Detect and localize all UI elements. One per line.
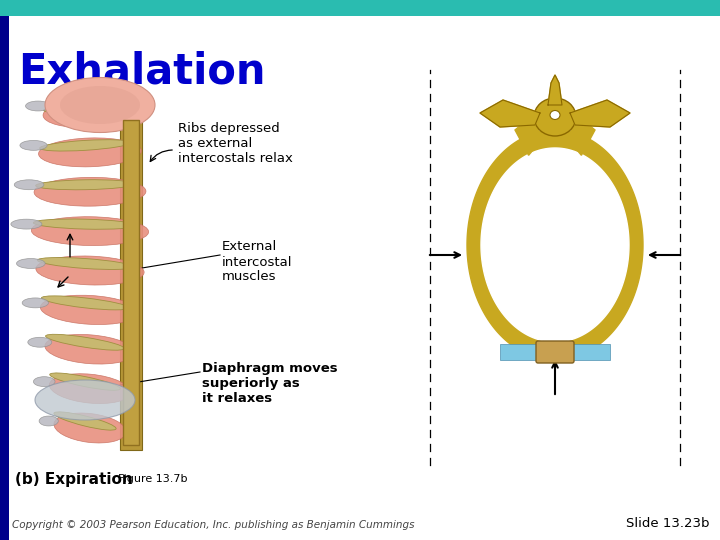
Ellipse shape (37, 258, 132, 269)
Text: (b) Expiration: (b) Expiration (15, 472, 132, 487)
Ellipse shape (40, 140, 130, 151)
Ellipse shape (36, 180, 135, 190)
Bar (500, 344, 538, 360)
Text: Copyright © 2003 Pearson Education, Inc. publishing as Benjamin Cummings: Copyright © 2003 Pearson Education, Inc.… (12, 520, 415, 530)
Ellipse shape (33, 377, 55, 387)
Text: Exhalation: Exhalation (18, 50, 266, 92)
Polygon shape (481, 148, 629, 342)
Ellipse shape (54, 413, 126, 443)
Ellipse shape (34, 177, 146, 206)
Bar (572, 344, 610, 360)
Polygon shape (467, 130, 643, 360)
Ellipse shape (36, 256, 144, 285)
Ellipse shape (60, 86, 140, 124)
Ellipse shape (17, 259, 45, 268)
Ellipse shape (25, 101, 50, 111)
Polygon shape (570, 100, 630, 127)
Polygon shape (568, 120, 595, 156)
Polygon shape (480, 100, 540, 127)
Text: Figure 13.7b: Figure 13.7b (118, 474, 187, 484)
Ellipse shape (50, 373, 120, 390)
Ellipse shape (45, 334, 125, 350)
Ellipse shape (33, 219, 137, 230)
Polygon shape (548, 75, 562, 105)
Bar (0, 0, 720, 16)
Bar (123, 120, 139, 445)
Ellipse shape (32, 217, 148, 246)
Ellipse shape (44, 99, 126, 112)
Ellipse shape (54, 412, 116, 430)
Polygon shape (515, 120, 541, 156)
Text: Diaphragm moves
superiorly as
it relaxes: Diaphragm moves superiorly as it relaxes (202, 362, 338, 405)
Ellipse shape (35, 380, 135, 420)
Ellipse shape (42, 296, 129, 310)
Ellipse shape (50, 374, 130, 403)
Bar (0, 16, 9, 540)
Text: Slide 13.23b: Slide 13.23b (626, 517, 710, 530)
Text: External
intercostal
muscles: External intercostal muscles (222, 240, 292, 284)
Ellipse shape (40, 295, 140, 325)
Ellipse shape (11, 219, 42, 229)
Ellipse shape (20, 140, 47, 150)
FancyBboxPatch shape (536, 341, 574, 363)
Ellipse shape (14, 180, 44, 190)
Ellipse shape (45, 334, 135, 364)
Ellipse shape (28, 338, 52, 347)
Bar (120, 115, 142, 450)
Ellipse shape (39, 416, 58, 426)
Ellipse shape (39, 138, 141, 167)
Ellipse shape (43, 98, 137, 127)
Text: Ribs depressed
as external
intercostals relax: Ribs depressed as external intercostals … (178, 122, 293, 165)
Ellipse shape (550, 111, 560, 119)
Ellipse shape (534, 98, 576, 136)
Ellipse shape (22, 298, 48, 308)
Ellipse shape (45, 78, 155, 132)
